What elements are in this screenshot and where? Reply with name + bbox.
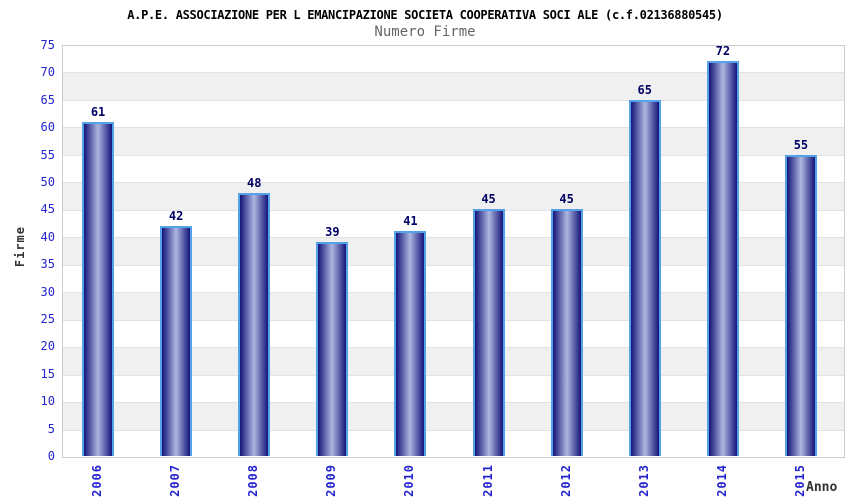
grid-band	[63, 183, 844, 211]
x-tick-label: 2013	[636, 464, 651, 497]
grid-band	[63, 376, 844, 404]
y-tick-label: 55	[40, 147, 55, 162]
y-tick-label: 45	[40, 202, 55, 217]
grid-band	[63, 211, 844, 239]
y-tick-label: 15	[40, 366, 55, 381]
grid-band	[63, 128, 844, 156]
grid-band	[63, 156, 844, 184]
grid-band	[63, 238, 844, 266]
y-tick-label: 5	[47, 421, 55, 436]
x-tick-label: 2010	[402, 464, 417, 497]
grid-band	[63, 431, 844, 457]
y-tick-label: 10	[40, 394, 55, 409]
grid-band	[63, 73, 844, 101]
x-tick-label: 2007	[168, 464, 183, 497]
grid-band	[63, 293, 844, 321]
y-tick-label: 50	[40, 175, 55, 189]
grid-band	[63, 101, 844, 129]
y-tick-label: 20	[40, 339, 55, 354]
plot-area	[62, 45, 845, 458]
y-tick-label: 40	[40, 229, 55, 244]
x-tick-label: 2014	[714, 464, 729, 497]
x-tick-label: 2009	[324, 464, 339, 497]
grid-band	[63, 403, 844, 431]
y-axis-title: Firme	[13, 226, 27, 268]
x-tick-label: 2006	[90, 464, 105, 497]
y-tick-label: 65	[40, 92, 55, 107]
x-tick-label: 2015	[792, 464, 807, 497]
grid-band	[63, 266, 844, 294]
chart-title: A.P.E. ASSOCIAZIONE PER L EMANCIPAZIONE …	[127, 8, 723, 22]
y-tick-label: 35	[40, 257, 55, 272]
grid-band	[63, 46, 844, 74]
chart-subtitle: Numero Firme	[374, 24, 476, 40]
y-tick-label: 25	[40, 312, 55, 326]
grid-band	[63, 321, 844, 349]
x-axis-title: Anno	[806, 480, 838, 495]
y-tick-label: 60	[40, 120, 55, 135]
y-tick-label: 30	[40, 284, 55, 299]
y-tick-label: 70	[40, 65, 55, 80]
x-tick-label: 2012	[558, 464, 573, 497]
y-tick-label: 0	[47, 449, 55, 463]
y-tick-label: 75	[40, 38, 55, 52]
x-tick-label: 2011	[480, 464, 495, 497]
grid-band	[63, 348, 844, 376]
x-tick-label: 2008	[246, 464, 261, 497]
